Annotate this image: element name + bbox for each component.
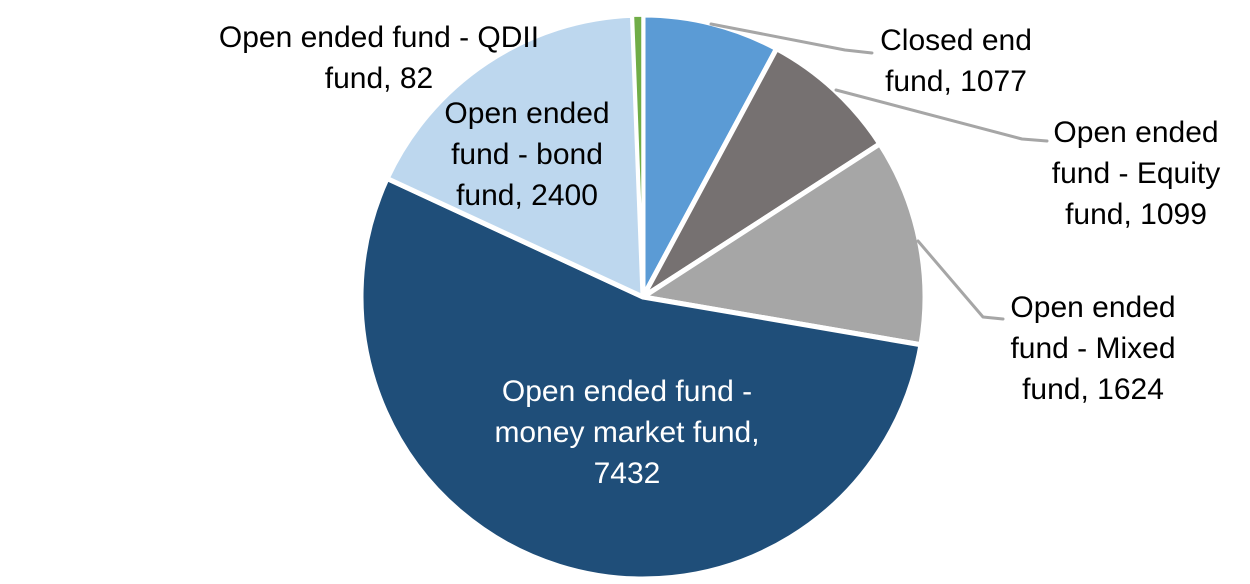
data-label-closed-end-fund: Closed end fund, 1077 xyxy=(880,24,1032,98)
pie-slice-open-ended-money-market-fund xyxy=(358,176,924,582)
leader-line-closed-end-fund xyxy=(709,22,874,55)
pie-slice-open-ended-equity-fund xyxy=(640,46,883,300)
data-labels: Closed end fund, 1077 Open ended fund - Equ… xyxy=(219,21,1220,490)
data-label-open-ended-money-market-fund: Open ended fund -money market fund, 7432 xyxy=(494,375,759,490)
leader-line-open-ended-mixed-fund xyxy=(916,239,1005,321)
pie-slice-open-ended-bond-fund xyxy=(384,12,646,300)
data-label-open-ended-mixed-fund: Open ended fund - Mixed fund, 1624 xyxy=(1010,291,1175,406)
pie-slices xyxy=(358,12,928,582)
leader-line-open-ended-equity-fund xyxy=(834,88,1049,143)
leader-lines xyxy=(709,22,1049,321)
pie-slice-open-ended-qdii-fund xyxy=(630,13,645,299)
data-label-open-ended-qdii-fund: Open ended fund - QDII fund, 82 xyxy=(219,21,539,95)
data-label-open-ended-bond-fund: Open ended fund - bond fund, 2400 xyxy=(444,97,609,212)
data-label-open-ended-equity-fund: Open ended fund - Equity fund, 1099 xyxy=(1052,116,1220,231)
